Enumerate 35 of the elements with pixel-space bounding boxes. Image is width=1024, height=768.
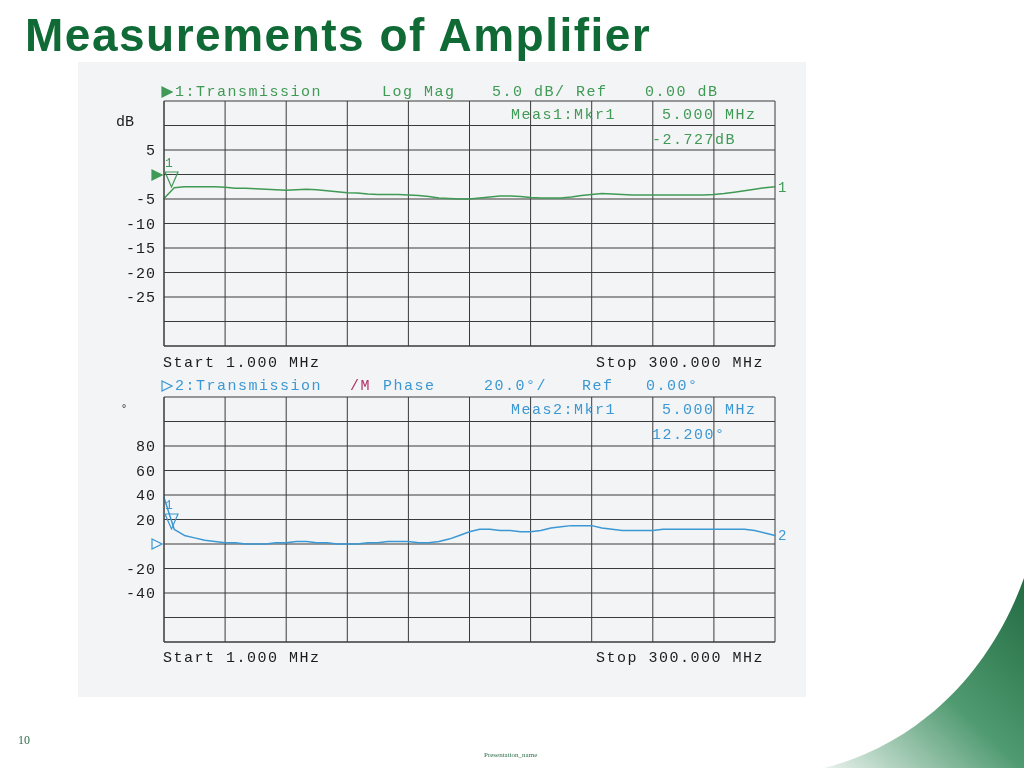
y-tick-label: -40 [125, 586, 156, 604]
text: 20.0°/ [484, 377, 548, 395]
y-tick-label: -20 [125, 265, 156, 283]
text: 1:Transmission [175, 83, 323, 101]
y-axis-title: dB [115, 113, 135, 131]
text: 2:Transmission [175, 377, 323, 395]
text: Ref [582, 377, 614, 395]
y-tick-label: 40 [135, 488, 156, 506]
y-tick-label: 60 [135, 463, 156, 481]
y-axis-title: ° [120, 402, 128, 415]
text: 0.00 dB [645, 83, 719, 101]
y-tick-label: -25 [125, 290, 156, 308]
text: Stop 300.000 MHz [596, 649, 765, 667]
y-tick-label: -15 [125, 241, 156, 259]
text: Start 1.000 MHz [163, 649, 321, 667]
y-tick-label: -10 [125, 216, 156, 234]
annotation: 5.000 MHz [662, 106, 757, 124]
annotation: 1 [165, 155, 173, 171]
chart-title: Measurements of Amplifier [25, 9, 652, 61]
text: 5.0 dB/ Ref [492, 83, 608, 101]
y-tick-label: 20 [135, 512, 156, 530]
text: Start 1.000 MHz [163, 354, 321, 372]
series-label: 2 [778, 528, 787, 545]
series-label: 1 [778, 179, 787, 196]
text: /M [350, 377, 372, 395]
y-tick-label: -20 [125, 561, 156, 579]
text: Phase [383, 377, 436, 395]
y-tick-label: 5 [145, 143, 156, 161]
y-tick-label: 80 [135, 439, 156, 457]
annotation: 5.000 MHz [662, 401, 757, 419]
text: Stop 300.000 MHz [596, 354, 765, 372]
y-tick-label: -5 [135, 192, 156, 210]
text: 0.00° [646, 377, 699, 395]
text: 10 [18, 733, 30, 747]
text: Log Mag [382, 83, 456, 101]
